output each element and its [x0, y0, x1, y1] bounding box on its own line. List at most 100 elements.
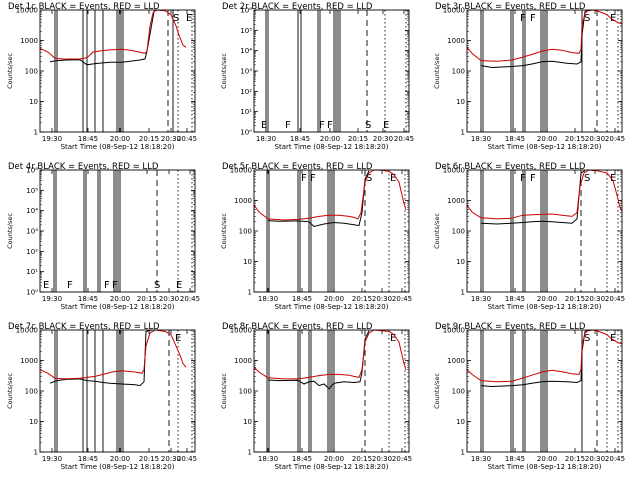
x-tick-label: 18:30	[471, 455, 491, 463]
series-lld-line	[253, 329, 407, 380]
x-tick-label: 20:00	[537, 455, 557, 463]
panel-title: Det 3r BLACK = Events, RED = LLD	[435, 2, 586, 12]
x-tick-label: 20:30	[161, 135, 181, 143]
y-tick-label: 100	[25, 388, 38, 396]
marker-label: F	[301, 173, 307, 184]
series-lld-line	[466, 169, 623, 220]
marker-label: E	[175, 333, 181, 344]
marker-label: F	[327, 120, 333, 131]
panel-title: Det 8r BLACK = Events, RED = LLD	[222, 322, 373, 332]
x-tick-label: 20:15	[565, 295, 585, 303]
marker-label: F	[319, 120, 325, 131]
x-tick-label: 20:30	[372, 455, 392, 463]
y-tick-label: 10⁶	[26, 167, 38, 175]
x-tick-label: 19:30	[42, 295, 62, 303]
x-tick-label: 20:00	[320, 135, 340, 143]
y-axis-label: Counts/sec	[6, 373, 14, 409]
series-events-line	[480, 9, 593, 69]
x-tick-label: 20:00	[110, 455, 130, 463]
series-lld-line	[253, 169, 407, 221]
x-axis-label: Start Time (08-Sep-12 18:18:20)	[275, 463, 389, 471]
y-tick-label: 1000	[447, 37, 465, 45]
marker-label: F	[530, 173, 536, 184]
series-lld-line	[466, 9, 623, 62]
x-tick-label: 20:30	[585, 295, 605, 303]
y-tick-label: 100	[452, 228, 465, 236]
y-axis-label: Counts/sec	[433, 213, 441, 249]
marker-label: F	[520, 173, 526, 184]
y-tick-label: 1000	[20, 37, 38, 45]
panel-6: Det 6r BLACK = Events, RED = LLD 1 10 100 10…	[433, 162, 625, 311]
x-tick-label: 20:00	[537, 295, 557, 303]
y-tick-label: 10³	[240, 68, 252, 76]
x-tick-label: 20:15	[348, 135, 368, 143]
y-axis-label: Counts/sec	[220, 373, 228, 409]
y-tick-label: 10⁰	[240, 129, 252, 137]
x-tick-label: 20:15	[139, 135, 159, 143]
x-tick-label: 20:45	[605, 455, 625, 463]
panel-7: Det 7c BLACK = Events, RED = LLD 1 10 100 10…	[6, 322, 197, 471]
x-tick-label: 20:00	[324, 455, 344, 463]
x-tick-label: 18:30	[471, 295, 491, 303]
x-tick-label: 20:45	[392, 295, 412, 303]
panel-title: Det 5r BLACK = Events, RED = LLD	[222, 162, 373, 172]
x-tick-label: 20:15	[565, 135, 585, 143]
y-tick-label: 1000	[20, 357, 38, 365]
marker-label: E	[261, 120, 267, 131]
series-events-line	[480, 170, 586, 225]
plot-frame	[466, 169, 623, 293]
marker-label: E	[390, 173, 396, 184]
x-axis-label: Start Time (08-Sep-12 18:18:20)	[488, 303, 602, 311]
panel-9: Det 9r BLACK = Events, RED = LLD 1 10 100 10…	[433, 322, 625, 471]
y-tick-label: 10⁰	[26, 289, 38, 297]
x-tick-label: 20:15	[565, 455, 585, 463]
y-tick-label: 1	[34, 129, 38, 137]
x-tick-label: 20:45	[392, 455, 412, 463]
y-axis-label: Counts/sec	[433, 53, 441, 89]
y-tick-label: 100	[239, 388, 252, 396]
plot-frame	[253, 9, 410, 133]
y-tick-label: 100	[239, 228, 252, 236]
x-tick-label: 18:30	[258, 295, 278, 303]
marker-label: E	[43, 280, 49, 291]
x-tick-label: 20:00	[110, 295, 130, 303]
x-tick-label: 20:00	[324, 295, 344, 303]
y-tick-label: 10000	[443, 167, 465, 175]
marker-label: E	[610, 13, 616, 24]
x-tick-label: 19:30	[42, 135, 62, 143]
x-tick-label: 20:15	[352, 295, 372, 303]
panel-1: Det 1c BLACK = Events, RED = LLD 1 10 100 10…	[6, 2, 197, 151]
x-tick-label: 20:45	[177, 135, 197, 143]
marker-label: E	[176, 280, 182, 291]
series-events-line	[267, 330, 370, 390]
x-axis-label: Start Time (08-Sep-12 18:18:20)	[488, 463, 602, 471]
x-tick-label: 18:45	[78, 135, 98, 143]
panel-5: Det 5r BLACK = Events, RED = LLD 1 10 100 10…	[220, 162, 412, 311]
x-tick-label: 20:00	[537, 135, 557, 143]
marker-label: F	[310, 173, 316, 184]
x-tick-label: 20:45	[605, 295, 625, 303]
x-tick-label: 18:30	[258, 455, 278, 463]
y-tick-label: 10	[456, 258, 465, 266]
y-tick-label: 10¹	[26, 268, 38, 276]
x-axis-label: Start Time (08-Sep-12 18:18:20)	[61, 463, 175, 471]
y-tick-label: 10²	[240, 88, 252, 96]
y-tick-label: 10000	[230, 327, 252, 335]
series-lld-line	[466, 329, 623, 383]
panel-8: Det 8r BLACK = Events, RED = LLD 1 10 100 10…	[220, 322, 412, 471]
marker-label: E	[610, 173, 616, 184]
panel-2: Det 2r BLACK = Events, RED = LLD 10⁰ 10¹ 10…	[220, 2, 414, 151]
marker-label: F	[67, 280, 73, 291]
y-axis-label: Counts/sec	[6, 213, 14, 249]
y-tick-label: 10	[456, 418, 465, 426]
marker-label: F	[104, 280, 110, 291]
x-axis-label: Start Time (08-Sep-12 18:18:20)	[488, 143, 602, 151]
y-tick-label: 1	[461, 129, 465, 137]
marker-label: S	[584, 13, 590, 24]
y-tick-label: 1000	[447, 357, 465, 365]
x-tick-label: 18:45	[290, 135, 310, 143]
y-tick-label: 10000	[16, 327, 38, 335]
marker-label: S	[366, 173, 372, 184]
marker-label: S	[173, 13, 179, 24]
